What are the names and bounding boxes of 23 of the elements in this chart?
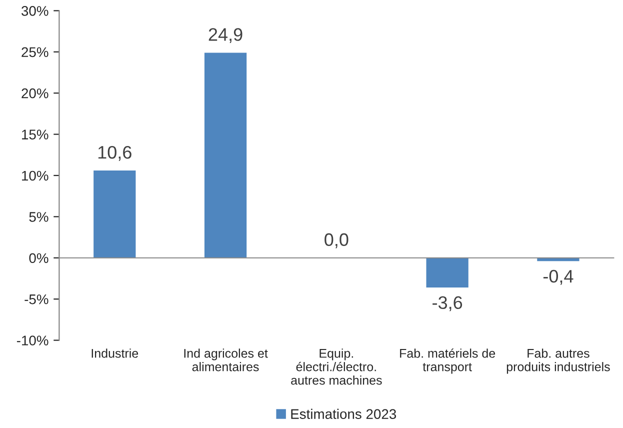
data-label: 10,6 bbox=[98, 146, 132, 161]
y-tick-label: 10% bbox=[22, 170, 48, 181]
data-label: -0,4 bbox=[543, 270, 574, 285]
x-tick-label: Equip. électri./électro. autres machines bbox=[291, 348, 382, 385]
y-tick-label: 30% bbox=[22, 6, 48, 16]
x-tick-label: Fab. autres produits industriels bbox=[506, 348, 610, 374]
y-tick-label: 20% bbox=[22, 88, 48, 98]
x-tick-label: Industrie bbox=[92, 348, 138, 358]
y-tick-label: 5% bbox=[29, 212, 48, 222]
y-tick-label: -10% bbox=[16, 336, 48, 346]
data-label: 0,0 bbox=[324, 233, 348, 248]
x-tick-label: Fab. matériels de transport bbox=[400, 348, 496, 374]
bar bbox=[94, 170, 136, 258]
x-tick-label: Ind agricoles et alimentaires bbox=[184, 348, 268, 372]
y-tick-label: 25% bbox=[22, 47, 48, 58]
bar bbox=[204, 52, 247, 258]
y-tick-label: 15% bbox=[22, 130, 48, 140]
y-tick-label: -5% bbox=[24, 294, 48, 304]
bar bbox=[426, 258, 468, 288]
y-tick-label: 0% bbox=[29, 253, 48, 264]
data-label: 24,9 bbox=[208, 28, 242, 44]
data-label: -3,6 bbox=[432, 296, 462, 312]
legend-label: Estimations 2023 bbox=[291, 408, 396, 419]
